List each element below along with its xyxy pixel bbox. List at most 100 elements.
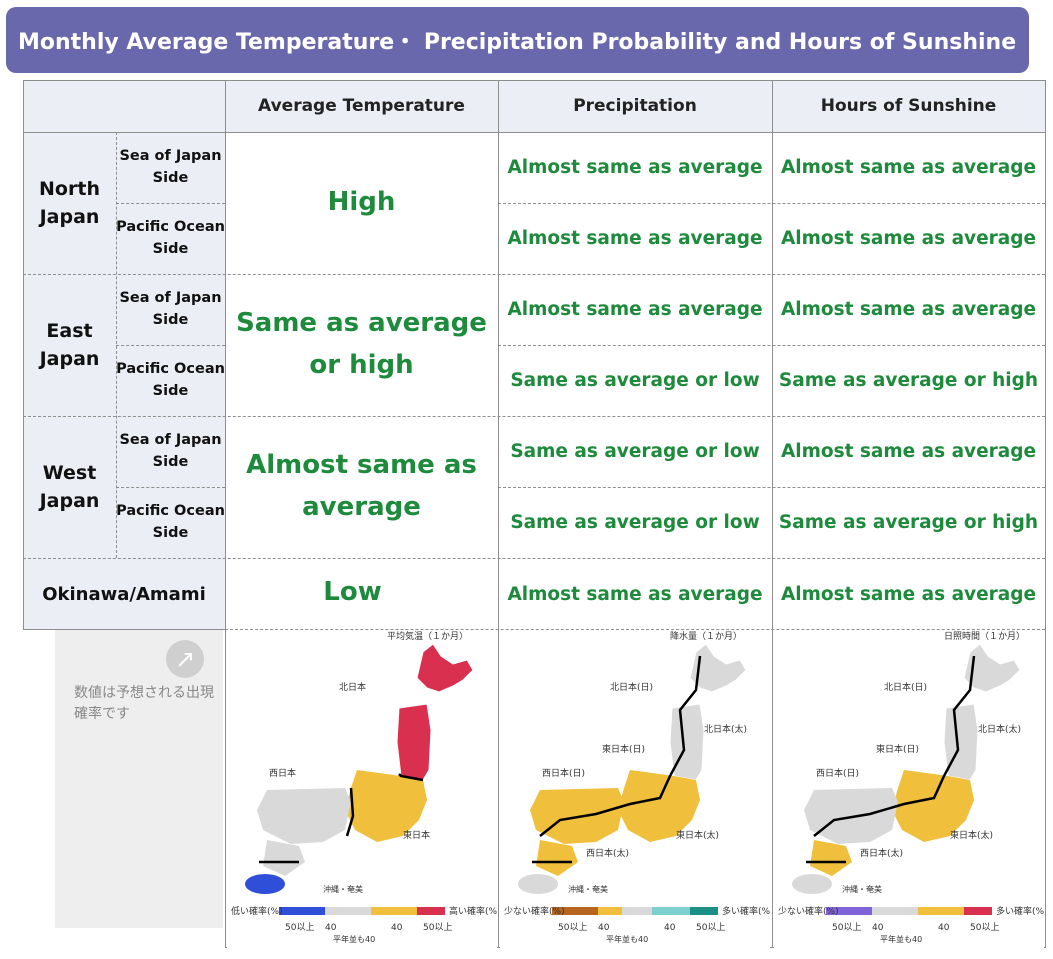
map-precip-svg: 降水量（１か月） 北日本(日) 北日本(太) 東日本(日) 東日本(太) 西日本… [504, 630, 774, 944]
legend-mid: 平年並も40 [333, 934, 375, 944]
legend-swatch-above [371, 907, 417, 915]
grid-line [23, 274, 1045, 275]
legend-swatch-normal [325, 907, 371, 915]
grid-line [1045, 80, 1046, 948]
page-title-text: Monthly Average Temperature・ Precipitati… [18, 30, 1017, 55]
grid-line [23, 132, 1045, 133]
map-precip-west-pac: 西日本(太) [586, 847, 629, 859]
north-pacific-side: Pacific Ocean Side [116, 219, 225, 257]
legend-swatch-above [652, 907, 690, 915]
note-text: 数値は予想される出現確率です [74, 685, 214, 722]
tohoku-shape [396, 703, 432, 781]
grid-line [498, 203, 1045, 204]
legend-high: 多い確率(%) [996, 905, 1044, 917]
map-temp-east: 東日本 [403, 829, 430, 841]
kanto-chubu-shape [345, 770, 427, 842]
note-panel [55, 630, 223, 928]
legend-num: 40 [872, 923, 884, 933]
temp-okinawa: Low [323, 577, 382, 608]
header-row-bg [23, 80, 1045, 132]
legend-swatch-high [690, 907, 718, 915]
sun-north-pacific: Almost same as average [780, 228, 1037, 249]
map-temp-north: 北日本 [339, 681, 366, 693]
okinawa-shape [245, 874, 285, 894]
grid-line [225, 80, 226, 948]
sun-west-sea: Almost same as average [780, 441, 1037, 462]
page-title: Monthly Average Temperature・ Precipitati… [6, 7, 1029, 73]
grid-line [116, 487, 225, 488]
map-precipitation: 降水量（１か月） 北日本(日) 北日本(太) 東日本(日) 東日本(太) 西日本… [500, 630, 774, 948]
legend-swatch-above [918, 907, 964, 915]
legend-swatch-low [826, 907, 872, 915]
legend-num: 50以上 [970, 922, 999, 933]
map-temp-okinawa: 沖縄・奄美 [323, 884, 363, 894]
shikoku-kyushu-shape [810, 840, 852, 876]
legend-mid: 平年並も40 [880, 934, 922, 944]
precip-north-sea: Almost same as average [507, 157, 763, 178]
map-precip-west-sea: 西日本(日) [542, 767, 585, 779]
sun-north-sea: Almost same as average [780, 157, 1037, 178]
shikoku-kyushu-shape [536, 840, 578, 876]
grid-line [23, 629, 225, 630]
legend-swatch-low [279, 907, 325, 915]
grid-line [498, 345, 1045, 346]
map-sunshine: 日照時間（１か月） 北日本(日) 北日本(太) 東日本(日) 東日本(太) 西日… [774, 630, 1048, 948]
map-precip-east-pac: 東日本(太) [676, 829, 719, 841]
map-sun-okinawa: 沖縄・奄美 [842, 884, 882, 894]
header-precipitation: Precipitation [573, 96, 697, 116]
legend-num: 50以上 [423, 922, 452, 933]
grid-line [116, 132, 117, 558]
okinawa-shape [518, 874, 558, 894]
sea-pacific-border [539, 655, 702, 837]
legend-num: 40 [938, 923, 950, 933]
sun-east-pacific: Same as average or high [778, 370, 1039, 391]
header-temperature: Average Temperature [258, 96, 465, 116]
legend-num: 40 [325, 923, 337, 933]
map-sun-label: 日照時間（１か月） [944, 631, 1025, 642]
north-east-border [398, 773, 424, 782]
okinawa-shape [792, 874, 832, 894]
precip-west-pacific: Same as average or low [510, 512, 760, 533]
map-sun-west-pac: 西日本(太) [860, 847, 903, 859]
grid-line [116, 345, 225, 346]
legend-num: 40 [391, 923, 403, 933]
grid-line [23, 416, 1045, 417]
map-sun-east-pac: 東日本(太) [950, 829, 993, 841]
legend-num: 50以上 [696, 922, 725, 933]
precip-west-sea: Same as average or low [510, 441, 760, 462]
arrow-up-right-icon[interactable]: ↗ [166, 640, 204, 678]
legend-num: 50以上 [832, 922, 861, 933]
region-west: West Japan [39, 461, 100, 513]
legend-low: 低い確率(%) [231, 905, 283, 917]
sun-okinawa: Almost same as average [780, 583, 1037, 605]
legend-num: 40 [598, 923, 610, 933]
legend-num: 50以上 [558, 922, 587, 933]
map-sun-east-sea: 東日本(日) [876, 743, 919, 755]
region-east: East Japan [39, 319, 100, 371]
north-sea-side: Sea of Japan Side [119, 148, 222, 186]
legend-high: 高い確率(%) [449, 905, 497, 917]
legend-swatch-below [598, 907, 622, 915]
shikoku-kyushu-shape [263, 840, 305, 876]
map-precip-okinawa: 沖縄・奄美 [568, 884, 608, 894]
kanto-chubu-shape [618, 770, 700, 842]
precip-east-sea: Almost same as average [507, 299, 763, 320]
grid-line [116, 203, 225, 204]
grid-line [498, 80, 499, 948]
hokkaido-shape [963, 643, 1021, 693]
sun-west-pacific: Same as average or high [778, 512, 1039, 533]
map-sun-north-pac: 北日本(太) [978, 723, 1021, 735]
grid-line [23, 80, 1045, 81]
temp-north: High [327, 187, 396, 218]
temp-east: Same as average or high [236, 308, 487, 380]
label-column-bg [23, 80, 225, 630]
legend-swatch-high [417, 907, 445, 915]
map-temperature: 平均気温（１か月） 北日本 東日本 西日本 沖縄・奄美 低い確率(%) 高い確率… [227, 630, 501, 948]
sea-pacific-border [813, 655, 976, 837]
map-sun-north-sea: 北日本(日) [884, 681, 927, 693]
grid-line [498, 487, 1045, 488]
region-north: North Japan [39, 177, 100, 229]
west-japan-shape [257, 788, 351, 844]
map-temp-west: 西日本 [269, 767, 296, 779]
